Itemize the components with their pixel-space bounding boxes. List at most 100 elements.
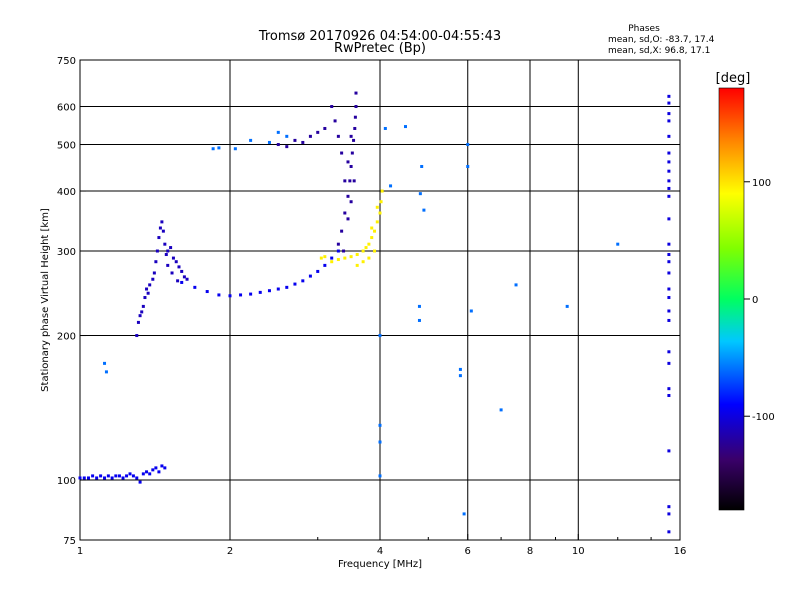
echo-point	[378, 334, 382, 338]
echo-point	[333, 119, 337, 123]
echo-point	[667, 287, 671, 291]
echo-point	[104, 370, 108, 374]
echo-point	[145, 470, 149, 474]
echo-point	[373, 249, 377, 253]
echo-point	[205, 290, 209, 294]
echo-point	[148, 283, 152, 287]
y-tick-label: 100	[57, 476, 76, 487]
echo-point	[316, 130, 320, 134]
echo-point	[667, 101, 671, 105]
echo-point	[667, 318, 671, 322]
echo-point	[308, 134, 312, 138]
echo-point	[143, 296, 147, 300]
echo-point	[293, 282, 297, 286]
echo-point	[514, 283, 518, 287]
echo-point	[350, 151, 354, 155]
echo-point	[346, 194, 350, 198]
echo-point	[154, 466, 158, 470]
colorbar-tick-label: 100	[752, 178, 771, 189]
echo-point	[78, 476, 82, 480]
echo-point	[316, 269, 320, 273]
echo-point	[340, 229, 344, 233]
echo-point	[349, 200, 353, 204]
echo-point	[667, 119, 671, 123]
echo-point	[462, 512, 466, 516]
echo-point	[336, 258, 340, 262]
echo-point	[138, 480, 142, 484]
colorbar-unit-label: [deg]	[716, 71, 751, 86]
echo-point	[103, 361, 107, 365]
y-axis-ticks: 75 100 200 300 400 500 600 750	[57, 56, 86, 547]
echo-point	[141, 472, 145, 476]
echo-point	[667, 449, 671, 453]
echo-point	[166, 249, 170, 253]
phases-x-stats: mean, sd,X: 96.8, 17.1	[608, 46, 710, 56]
echo-point	[177, 265, 181, 269]
echo-point	[346, 217, 350, 221]
x-axis-label: Frequency [MHz]	[338, 559, 422, 570]
y-tick-label: 750	[57, 56, 76, 67]
echo-point	[458, 374, 462, 378]
echo-point	[308, 274, 312, 278]
x-tick-label: 8	[527, 546, 533, 557]
x-tick-label: 16	[674, 546, 687, 557]
echo-point	[182, 275, 186, 279]
echo-point	[140, 310, 144, 314]
echo-point	[616, 242, 620, 246]
echo-point	[667, 505, 671, 509]
echo-point	[667, 512, 671, 516]
echo-point	[239, 293, 243, 297]
echo-point	[375, 220, 379, 224]
echo-point	[378, 474, 382, 478]
echo-point	[106, 474, 110, 478]
echo-point	[367, 256, 371, 260]
echo-point	[180, 280, 184, 284]
y-tick-label: 600	[57, 103, 76, 114]
echo-point	[114, 474, 118, 478]
echo-point	[466, 143, 470, 147]
echo-point	[355, 253, 359, 257]
echo-point	[379, 200, 383, 204]
echo-point	[217, 146, 221, 150]
echo-point	[343, 256, 347, 260]
echo-point	[361, 249, 365, 253]
echo-point	[354, 105, 358, 109]
echo-point	[667, 179, 671, 183]
echo-point	[361, 260, 365, 264]
echo-point	[136, 320, 140, 324]
echo-point	[373, 229, 377, 233]
echo-point	[233, 147, 237, 151]
echo-point	[128, 472, 132, 476]
echo-point	[343, 179, 347, 183]
echo-point	[155, 249, 159, 253]
echo-point	[667, 387, 671, 391]
echo-point	[667, 394, 671, 398]
echo-point	[667, 151, 671, 155]
echo-point	[367, 242, 371, 246]
echo-point	[348, 179, 352, 183]
echo-point	[667, 169, 671, 173]
echo-point	[352, 138, 356, 142]
x-tick-label: 1	[77, 546, 83, 557]
echo-point	[330, 105, 334, 109]
echo-point	[152, 271, 156, 275]
echo-point	[370, 226, 374, 230]
echo-point	[667, 296, 671, 300]
echo-point	[667, 194, 671, 198]
echo-point	[417, 304, 421, 308]
echo-point	[364, 246, 368, 250]
y-axis-label: Stationary phase Virtual Height [km]	[40, 208, 51, 392]
echo-point	[667, 186, 671, 190]
y-tick-label: 200	[57, 332, 76, 343]
y-tick-label: 75	[63, 536, 76, 547]
y-tick-label: 400	[57, 187, 76, 198]
echo-point	[228, 294, 232, 298]
echo-point	[667, 242, 671, 246]
echo-point	[211, 147, 215, 151]
echo-point	[110, 476, 114, 480]
phases-title: Phases	[628, 24, 660, 34]
x-axis-ticks: 1 2 4 6 8 10 16	[77, 534, 687, 557]
echo-point	[355, 263, 359, 267]
echo-point	[336, 134, 340, 138]
